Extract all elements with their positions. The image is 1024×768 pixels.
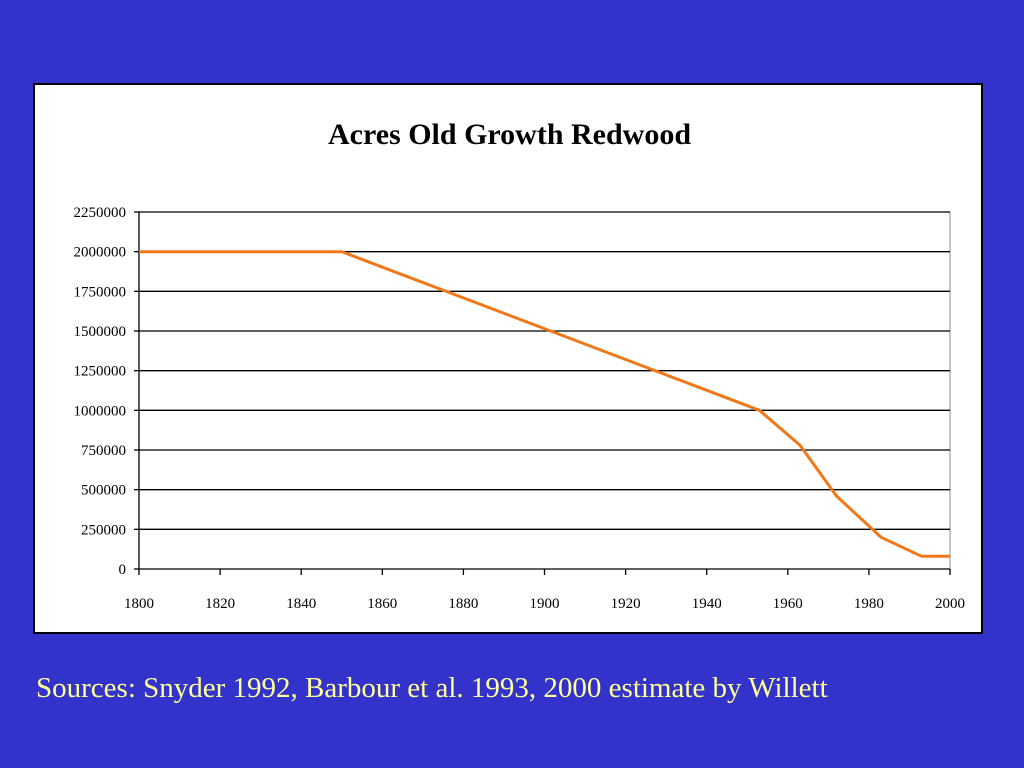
plot-area	[138, 211, 951, 570]
y-tick-label: 1250000	[74, 364, 127, 380]
x-tick-label: 1940	[692, 596, 722, 612]
y-tick-label: 0	[119, 562, 127, 578]
y-tick-label: 2250000	[74, 205, 127, 221]
y-tick-label: 2000000	[74, 245, 127, 261]
y-tick-label: 750000	[81, 443, 126, 459]
x-tick-label: 1880	[448, 596, 478, 612]
x-tick-label: 1980	[854, 596, 884, 612]
x-tick-label: 1860	[367, 596, 397, 612]
x-tick-label: 1800	[124, 596, 154, 612]
chart-title: Acres Old Growth Redwood	[328, 118, 691, 151]
x-tick-label: 1920	[611, 596, 641, 612]
x-tick-label: 1820	[205, 596, 235, 612]
line-chart: Acres Old Growth Redwood 0 250000 500000 750…	[74, 118, 966, 612]
x-tick-label: 1840	[286, 596, 316, 612]
y-tick-label: 500000	[81, 483, 126, 499]
x-tick-label: 1900	[530, 596, 560, 612]
sources-footnote: Sources: Snyder 1992, Barbour et al. 199…	[36, 672, 828, 704]
chart-panel: Acres Old Growth Redwood 0 250000 500000 750…	[33, 83, 983, 634]
y-tick-label: 250000	[81, 522, 126, 538]
y-tick-label: 1750000	[74, 284, 127, 300]
x-tick-label: 2000	[935, 596, 965, 612]
y-tick-label: 1500000	[74, 324, 127, 340]
y-tick-label: 1000000	[74, 403, 127, 419]
x-tick-label: 1960	[773, 596, 803, 612]
series-line	[139, 250, 950, 558]
